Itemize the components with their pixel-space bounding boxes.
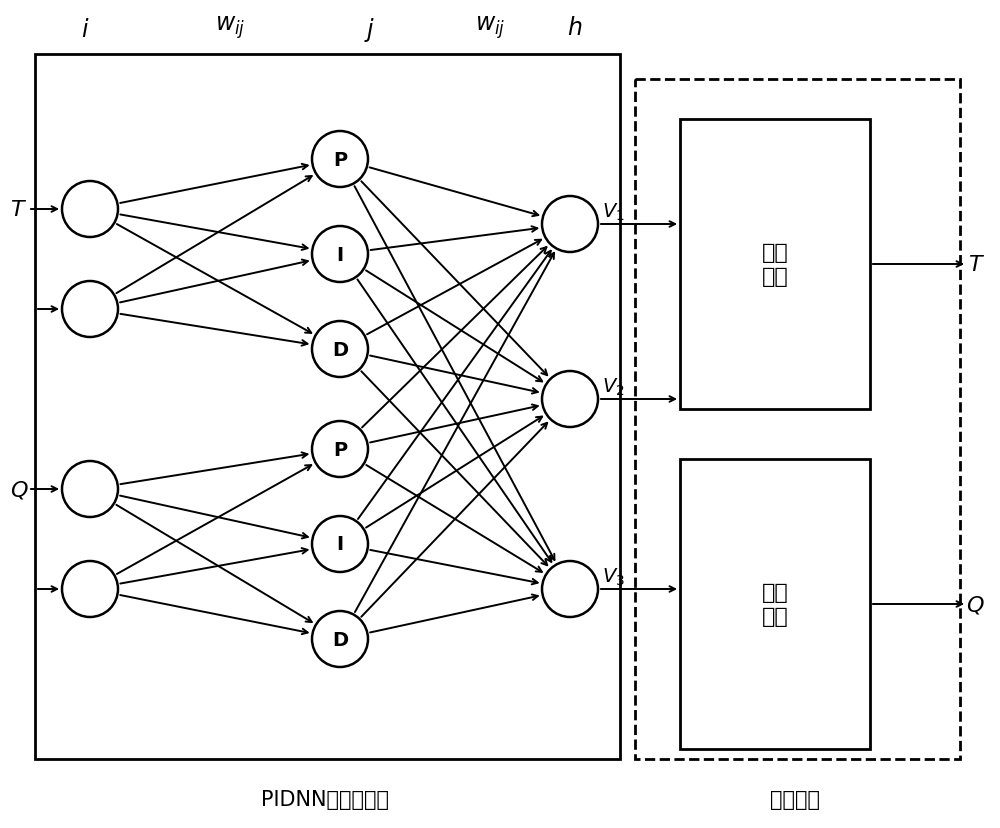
Circle shape — [312, 227, 368, 282]
Circle shape — [312, 611, 368, 667]
Circle shape — [542, 372, 598, 427]
Bar — [35, 55, 620, 759]
Bar — [680, 120, 870, 410]
Circle shape — [312, 421, 368, 478]
Text: $V_2$: $V_2$ — [602, 376, 625, 397]
Text: 量谱
回路: 量谱 回路 — [762, 583, 788, 626]
Text: P: P — [333, 151, 347, 169]
Circle shape — [62, 182, 118, 238]
Text: D: D — [332, 340, 348, 359]
Text: 被控对象: 被控对象 — [770, 789, 820, 809]
Text: $T$: $T$ — [968, 255, 985, 275]
Circle shape — [312, 517, 368, 572]
Text: $V_3$: $V_3$ — [602, 566, 625, 587]
Circle shape — [312, 132, 368, 188]
Circle shape — [62, 461, 118, 518]
Text: $T$: $T$ — [10, 200, 27, 219]
Text: $w_{ij}$: $w_{ij}$ — [475, 15, 505, 41]
Circle shape — [312, 321, 368, 378]
Text: 质谱
回路: 质谱 回路 — [762, 243, 788, 286]
Bar — [680, 460, 870, 749]
Bar — [635, 80, 960, 759]
Text: P: P — [333, 440, 347, 459]
Text: $Q$: $Q$ — [10, 479, 29, 500]
Circle shape — [62, 561, 118, 617]
Text: $V_1$: $V_1$ — [602, 201, 625, 223]
Text: I: I — [336, 245, 344, 264]
Text: $h$: $h$ — [567, 16, 583, 40]
Text: I: I — [336, 535, 344, 554]
Text: $Q$: $Q$ — [966, 594, 985, 615]
Text: $i$: $i$ — [81, 18, 89, 42]
Circle shape — [542, 197, 598, 253]
Circle shape — [62, 282, 118, 338]
Circle shape — [542, 561, 598, 617]
Text: $j$: $j$ — [364, 16, 376, 44]
Text: $w_{ij}$: $w_{ij}$ — [215, 15, 245, 41]
Text: PIDNN解耦控制器: PIDNN解耦控制器 — [261, 789, 389, 809]
Text: D: D — [332, 630, 348, 648]
